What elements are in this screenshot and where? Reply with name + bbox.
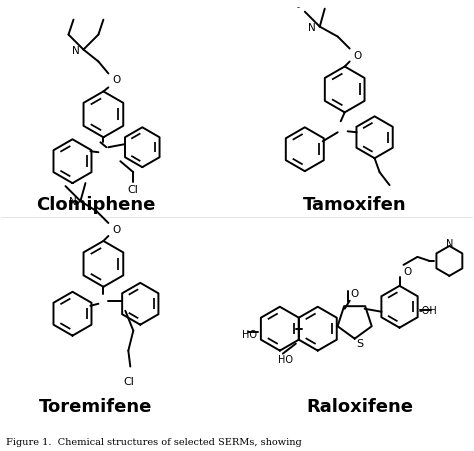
Text: O: O [112, 75, 120, 85]
Text: Cl: Cl [128, 185, 139, 195]
Text: -OH: -OH [418, 305, 437, 315]
Text: -: - [296, 3, 299, 12]
Text: HO: HO [243, 329, 257, 339]
Text: Cl: Cl [123, 376, 134, 386]
Text: Figure 1.  Chemical structures of selected SERMs, showing: Figure 1. Chemical structures of selecte… [6, 437, 301, 446]
Text: Clomiphene: Clomiphene [36, 196, 155, 214]
Text: N: N [72, 46, 79, 55]
Text: O: O [112, 225, 120, 235]
Text: O: O [403, 266, 411, 276]
Text: O: O [351, 288, 359, 298]
Text: Toremifene: Toremifene [39, 398, 152, 415]
Text: Raloxifene: Raloxifene [306, 398, 413, 415]
Text: Tamoxifen: Tamoxifen [303, 196, 407, 214]
Text: HO: HO [278, 354, 293, 364]
Text: O: O [354, 51, 362, 60]
Text: N: N [446, 239, 453, 249]
Text: S: S [356, 338, 363, 348]
Text: N: N [69, 197, 76, 207]
Text: N: N [308, 23, 316, 32]
